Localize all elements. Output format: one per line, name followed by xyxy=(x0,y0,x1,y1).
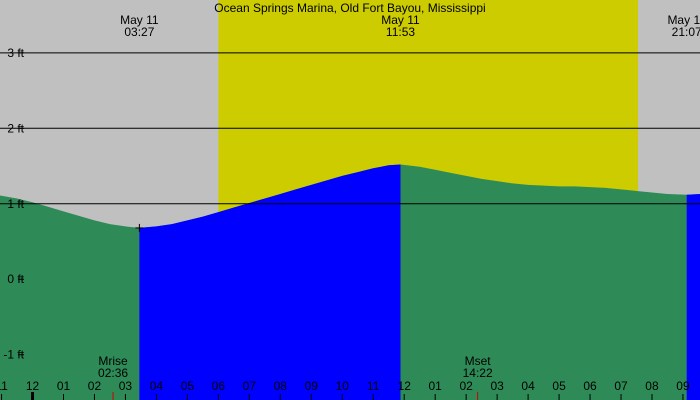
x-tick-label: 05 xyxy=(552,379,566,393)
tide-event-time: 11:53 xyxy=(386,25,415,39)
y-tick-label: 2 ft xyxy=(7,121,24,135)
y-tick-label: 0 ft xyxy=(7,272,24,286)
x-tick-label: 03 xyxy=(119,379,133,393)
tide-event-time: 21:07 xyxy=(672,25,700,39)
x-tick-label: 08 xyxy=(645,379,659,393)
moon-marker-label: Mset xyxy=(465,354,492,368)
x-tick-label: 06 xyxy=(583,379,597,393)
x-tick-label: 09 xyxy=(676,379,690,393)
x-tick-label: 12 xyxy=(398,379,412,393)
y-tick-label: 1 ft xyxy=(7,197,24,211)
x-tick-label: 04 xyxy=(150,379,164,393)
x-tick-label: 03 xyxy=(490,379,504,393)
x-tick-label: 02 xyxy=(88,379,102,393)
tide-event-date: May 11 xyxy=(381,13,420,27)
x-tick-label: 04 xyxy=(521,379,535,393)
x-tick-label: 07 xyxy=(243,379,257,393)
y-tick-label: -1 ft xyxy=(3,348,24,362)
x-tick-label: 05 xyxy=(181,379,195,393)
x-tick-label: 06 xyxy=(212,379,226,393)
x-tick-label: 02 xyxy=(459,379,473,393)
tide-area-flood-1 xyxy=(686,193,700,400)
tide-event-time: 03:27 xyxy=(124,25,154,39)
moon-marker-time: 14:22 xyxy=(463,366,493,380)
chart-title: Ocean Springs Marina, Old Fort Bayou, Mi… xyxy=(214,1,485,15)
x-tick-label: 01 xyxy=(428,379,442,393)
x-tick-label: 07 xyxy=(614,379,628,393)
x-tick-label: 11 xyxy=(0,379,8,393)
x-tick-label: 09 xyxy=(305,379,319,393)
x-tick-label: 12 xyxy=(26,379,40,393)
x-tick-label: 08 xyxy=(274,379,288,393)
moon-marker-label: Mrise xyxy=(98,354,128,368)
x-tick-label: 11 xyxy=(367,379,380,393)
moon-marker-time: 02:36 xyxy=(98,366,128,380)
y-tick-label: 3 ft xyxy=(7,46,24,60)
tide-event-date: May 11 xyxy=(120,13,159,27)
tide-area-flood-0 xyxy=(139,164,401,400)
x-tick-label: 01 xyxy=(57,379,71,393)
tide-event-date: May 11 xyxy=(667,13,700,27)
x-tick-label: 10 xyxy=(336,379,350,393)
